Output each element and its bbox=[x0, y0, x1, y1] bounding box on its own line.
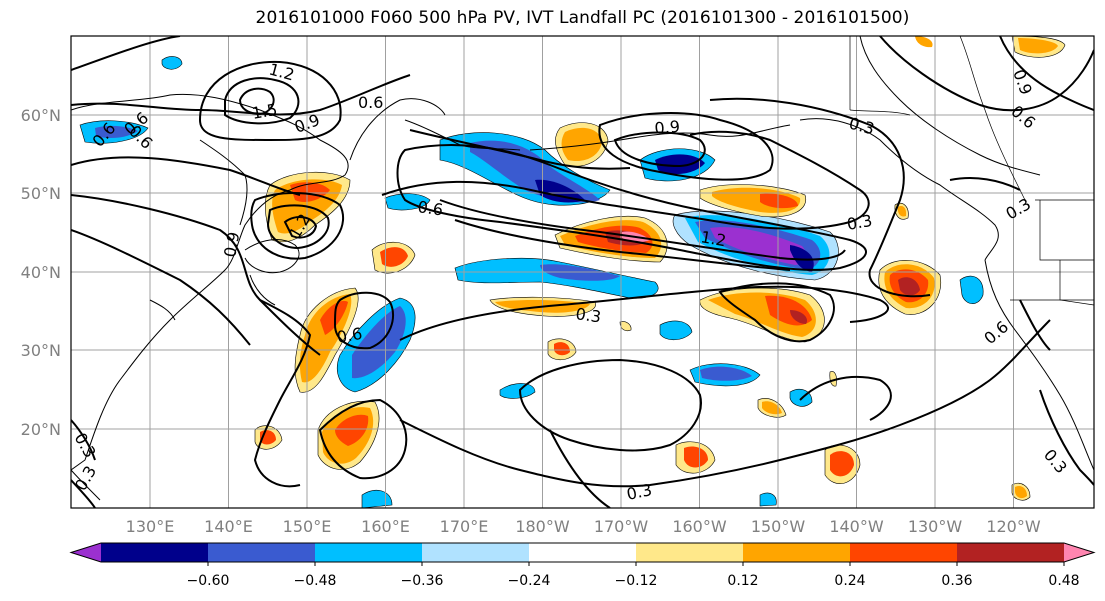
neg-shading bbox=[95, 125, 138, 139]
colorbar-tick-label: −0.12 bbox=[615, 573, 658, 589]
longitude-label: 130°E bbox=[126, 517, 175, 536]
colorbar-tick-label: −0.60 bbox=[187, 573, 230, 589]
latitude-label: 40°N bbox=[21, 263, 61, 282]
longitude-label: 170°E bbox=[440, 517, 489, 536]
contour-label: 0.3 bbox=[845, 211, 873, 234]
colorbar-outline bbox=[69, 542, 1096, 563]
colorbar-segment bbox=[315, 543, 423, 562]
colorbar-tick-label: 0.48 bbox=[1048, 573, 1079, 589]
colorbar-tick-label: −0.24 bbox=[508, 573, 551, 589]
neg-shading bbox=[499, 383, 536, 399]
pos-shading bbox=[829, 371, 837, 387]
neg-shading bbox=[161, 56, 183, 70]
pos-shading bbox=[320, 300, 348, 335]
colorbar-segment bbox=[636, 543, 744, 562]
latitude-labels: 60°N 50°N 40°N 30°N 20°N bbox=[21, 106, 61, 439]
colorbar-segment bbox=[957, 543, 1065, 562]
latitude-label: 50°N bbox=[21, 184, 61, 203]
pos-shading bbox=[335, 414, 369, 446]
colorbar bbox=[69, 542, 1096, 566]
contour-label: 0.6 bbox=[358, 93, 383, 112]
contour-label: 0.6 bbox=[335, 324, 363, 347]
pos-shading bbox=[554, 342, 570, 356]
contour-label: 1.2 bbox=[699, 227, 727, 250]
latitude-label: 30°N bbox=[21, 341, 61, 360]
pos-shading bbox=[760, 193, 798, 209]
longitude-label: 180°W bbox=[515, 517, 570, 536]
longitude-label: 160°W bbox=[672, 517, 727, 536]
pv-contours bbox=[71, 36, 1094, 508]
longitude-label: 170°W bbox=[594, 517, 649, 536]
map-frame bbox=[70, 35, 1095, 509]
colorbar-segment bbox=[529, 543, 637, 562]
colorbar-segment bbox=[208, 543, 316, 562]
pos-shading bbox=[290, 182, 330, 202]
boundaries bbox=[849, 36, 1094, 306]
longitude-label: 160°E bbox=[361, 517, 410, 536]
contour-label: 0.6 bbox=[416, 197, 444, 219]
longitude-label: 150°W bbox=[751, 517, 806, 536]
neg-shading bbox=[540, 264, 620, 281]
pos-shading bbox=[897, 206, 907, 217]
colorbar-segment bbox=[101, 543, 209, 562]
pos-shading bbox=[790, 310, 808, 324]
colorbar-tick-label: 0.24 bbox=[834, 573, 865, 589]
contour-label: 0.3 bbox=[625, 480, 654, 504]
latitude-label: 20°N bbox=[21, 420, 61, 439]
contour-label: 0.3 bbox=[574, 304, 602, 326]
colorbar-tick-label: 0.12 bbox=[727, 573, 758, 589]
longitude-label: 140°E bbox=[204, 517, 253, 536]
neg-shading bbox=[535, 179, 585, 203]
colorbar-tick-labels: −0.60 −0.48 −0.36 −0.24 −0.12 0.12 0.24 0.36 0.4… bbox=[187, 573, 1080, 589]
longitude-label: 150°E bbox=[283, 517, 332, 536]
colorbar-segment bbox=[422, 543, 530, 562]
map-title: 2016101000 F060 500 hPa PV, IVT Landfall… bbox=[255, 8, 910, 28]
colorbar-tick-label: −0.36 bbox=[401, 573, 444, 589]
latitude-label: 60°N bbox=[21, 106, 61, 125]
neg-shading bbox=[454, 257, 659, 299]
colorbar-segment bbox=[743, 543, 851, 562]
neg-shading bbox=[790, 245, 814, 272]
neg-shading bbox=[655, 154, 705, 175]
pos-shading bbox=[561, 127, 602, 162]
pos-shading bbox=[684, 446, 708, 468]
graticule bbox=[71, 36, 1094, 508]
contour-label: 0.9 bbox=[220, 230, 243, 258]
pos-shading bbox=[380, 247, 408, 267]
neg-shading bbox=[710, 227, 807, 265]
colorbar-tick-label: 0.36 bbox=[941, 573, 972, 589]
contour-label: 0.9 bbox=[654, 117, 681, 138]
longitude-label: 140°W bbox=[829, 517, 884, 536]
colorbar-extend-high bbox=[1064, 543, 1094, 562]
neg-shading bbox=[470, 140, 600, 203]
pos-shading bbox=[830, 451, 854, 477]
neg-shading bbox=[759, 492, 777, 507]
pos-shading bbox=[1018, 38, 1058, 54]
colorbar-extend-low bbox=[71, 543, 101, 562]
pos-shading bbox=[762, 401, 782, 415]
longitude-labels: 130°E 140°E 150°E 160°E 170°E 180°W 170°W 160°W… bbox=[126, 517, 1041, 536]
colorbar-tick-label: −0.48 bbox=[294, 573, 337, 589]
pos-shading bbox=[898, 277, 920, 296]
longitude-label: 130°W bbox=[908, 517, 963, 536]
colorbar-segment bbox=[850, 543, 958, 562]
neg-shading bbox=[959, 275, 984, 304]
neg-shading bbox=[700, 366, 752, 381]
contour-label: 1.5 bbox=[250, 100, 278, 123]
neg-shading bbox=[659, 320, 693, 341]
longitude-label: 120°W bbox=[986, 517, 1041, 536]
pos-shading bbox=[1015, 486, 1027, 499]
pos-shading bbox=[915, 36, 933, 48]
